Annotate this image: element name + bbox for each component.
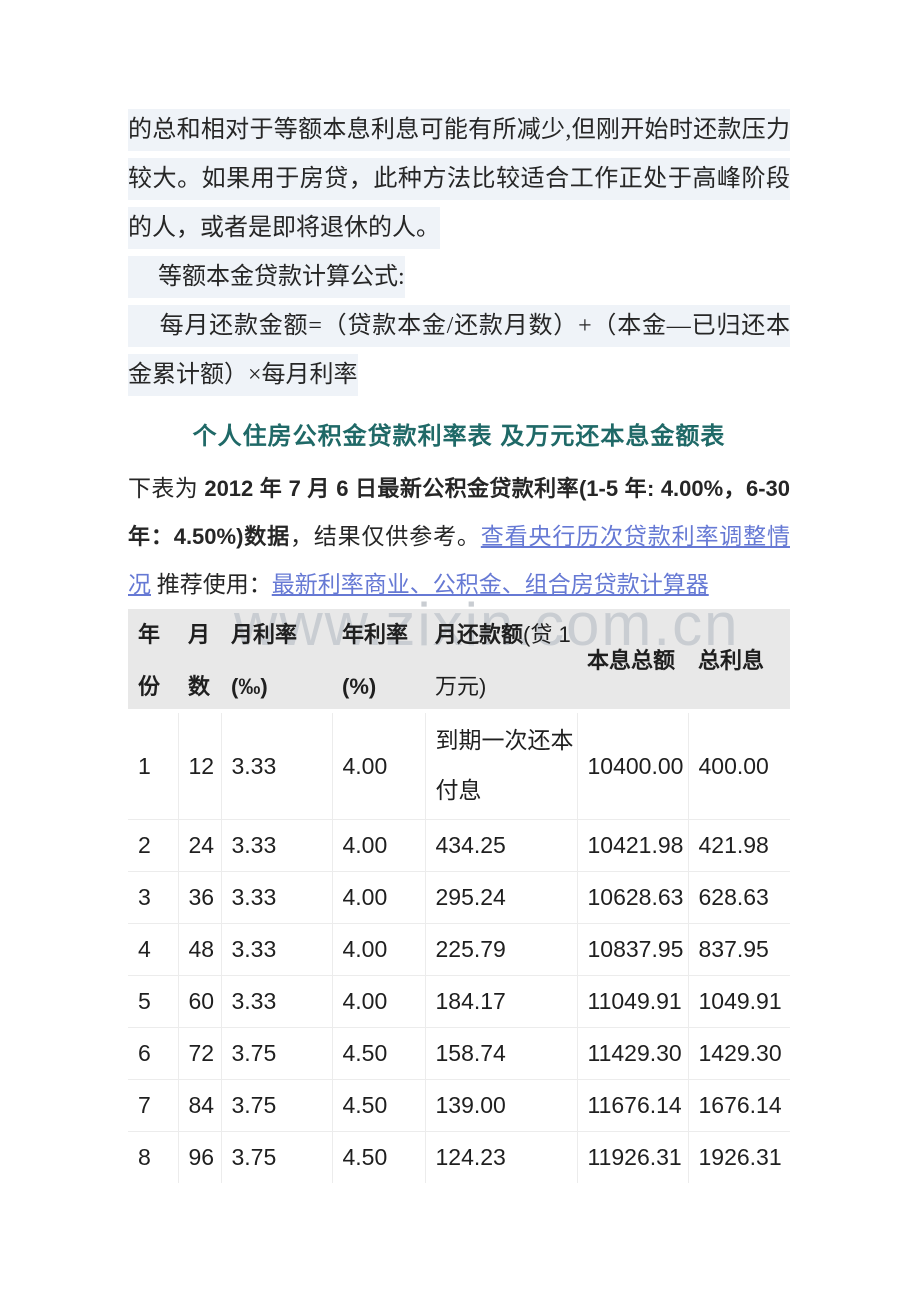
intro-prefix: 下表为 [128, 476, 205, 501]
table-header-background [128, 609, 790, 709]
table-row: 5 60 3.33 4.00 184.17 11049.91 1049.91 [128, 975, 790, 1028]
table-cell: 10400.00 [577, 713, 689, 820]
table-cell: 1429.30 [688, 1027, 790, 1080]
link-rate-adjustment-history[interactable]: 查看央行历次贷款利率调整情况 [128, 524, 790, 597]
table-cell: 4.00 [332, 975, 426, 1028]
col-header-months: 月 数 [188, 622, 211, 699]
table-cell: 1 [128, 713, 179, 820]
table-cell: 4.50 [332, 1079, 426, 1132]
table-cell: 6 [128, 1027, 179, 1080]
table-cell: 11926.31 [577, 1131, 689, 1183]
table-cell: 4.50 [332, 1027, 426, 1080]
table-cell: 3.33 [221, 713, 333, 820]
table-cell: 400.00 [688, 713, 790, 820]
table-cell: 2 [128, 819, 179, 872]
table-cell: 3.75 [221, 1079, 333, 1132]
table-cell: 124.23 [425, 1131, 578, 1183]
col-header-monthly-payment-note: (贷 1 万元) [435, 622, 571, 699]
table-cell: 1926.31 [698, 1144, 782, 1170]
table-cell: 24 [178, 819, 222, 872]
paragraph-formula-title: 等额本金贷款计算公式: [128, 253, 790, 302]
table-cell: 3.33 [221, 871, 333, 924]
table-cell: 84 [178, 1079, 222, 1132]
table-cell: 4 [128, 923, 179, 976]
intro-bold-rates: 2012 年 7 月 6 日最新公积金贷款利率(1-5 年: 4.00%，6-3… [128, 476, 791, 549]
table-cell: 4.00 [332, 713, 426, 820]
col-header-monthly-rate: 月利率 (‰) [231, 622, 298, 699]
table-cell: 11676.14 [577, 1079, 689, 1132]
table-cell: 4.00 [332, 923, 426, 976]
table-cell: 295.24 [425, 871, 578, 924]
table-cell: 96 [178, 1131, 222, 1183]
table-cell: 4.50 [332, 1131, 426, 1183]
table-cell: 225.79 [425, 923, 578, 976]
link-loan-calculator[interactable]: 最新利率商业、公积金、组合房贷款计算器 [271, 572, 709, 597]
table-cell: 11429.30 [577, 1027, 689, 1080]
intro-between: 推荐使用： [151, 572, 272, 597]
table-cell: 12 [178, 713, 222, 820]
table-cell: 158.74 [425, 1027, 578, 1080]
table-cell: 184.17 [425, 975, 578, 1028]
table-cell: 3.33 [221, 819, 333, 872]
table-cell: 4.00 [332, 871, 426, 924]
table-cell: 434.25 [425, 819, 578, 872]
table-cell: 421.98 [688, 819, 790, 872]
table-intro: 下表为 2012 年 7 月 6 日最新公积金贷款利率(1-5 年: 4.00%… [128, 465, 790, 609]
table-row: 3 36 3.33 4.00 295.24 10628.63 628.63 [128, 871, 790, 924]
table-cell: 10628.63 [577, 871, 689, 924]
table-cell: 3.33 [221, 975, 333, 1028]
table-cell: 7 [128, 1079, 179, 1132]
table-row: 4 48 3.33 4.00 225.79 10837.95 837.95 [128, 923, 790, 976]
table-cell: 628.63 [688, 871, 790, 924]
table-cell: 到期一次还本 付息 [425, 713, 578, 820]
paragraph-repayment-pressure: 的总和相对于等额本息利息可能有所减少,但刚开始时还款压力较大。如果用于房贷，此种… [128, 106, 790, 253]
table-cell: 48 [178, 923, 222, 976]
table-cell: 1676.14 [688, 1079, 790, 1132]
table-cell: 11049.91 [577, 975, 689, 1028]
section-heading: 个人住房公积金贷款利率表 及万元还本息金额表 [192, 423, 726, 450]
highlighted-text: 每月还款金额=（贷款本金/还款月数）+（本金—已归还本金累计额）×每月利率 [128, 305, 790, 396]
col-header-year: 年 份 [138, 622, 161, 699]
table-cell: 3 [128, 871, 179, 924]
rate-table-body: 1 12 3.33 4.00 到期一次还本 付息 10400.00 400.00 2 24 3.3… [128, 713, 790, 1183]
table-cell: 36 [178, 871, 222, 924]
table-cell: 5 [128, 975, 179, 1028]
intro-mid: ，结果仅供参考。 [289, 524, 481, 549]
rate-table-container: www.zixin.com.cn 年 份 月 数 月利率 (‰) 年利率 (%)… [128, 595, 790, 1183]
table-cell: 3.75 [221, 1027, 333, 1080]
table-cell: 1049.91 [688, 975, 790, 1028]
col-header-monthly-payment: 月还款额(贷 1 万元) [425, 609, 577, 713]
col-header-total-principal-interest: 本息总额 [587, 648, 676, 673]
table-cell: 139.00 [425, 1079, 578, 1132]
table-cell: 10421.98 [577, 819, 689, 872]
table-row: 1 12 3.33 4.00 到期一次还本 付息 10400.00 400.00 [128, 713, 790, 820]
table-header-row: 年 份 月 数 月利率 (‰) 年利率 (%) 月还款额(贷 1 万元) 本息总… [128, 609, 790, 713]
paragraph-formula: 每月还款金额=（贷款本金/还款月数）+（本金—已归还本金累计额）×每月利率 [128, 302, 790, 400]
table-cell: 72 [178, 1027, 222, 1080]
table-cell: 4.00 [332, 819, 426, 872]
table-row: 6 72 3.75 4.50 158.74 11429.30 1429.30 [128, 1027, 790, 1080]
highlighted-text: 的总和相对于等额本息利息可能有所减少,但刚开始时还款压力较大。如果用于房贷，此种… [128, 109, 790, 249]
table-cell: 60 [178, 975, 222, 1028]
table-row: 7 84 3.75 4.50 139.00 11676.14 1676.14 [128, 1079, 790, 1132]
col-header-annual-rate: 年利率 (%) [342, 622, 409, 699]
table-cell: 3.75 [221, 1131, 333, 1183]
table-cell: 837.95 [688, 923, 790, 976]
table-row: 2 24 3.33 4.00 434.25 10421.98 421.98 [128, 819, 790, 872]
table-cell: 3.33 [221, 923, 333, 976]
col-header-total-interest: 总利息 [698, 648, 765, 673]
table-cell: 8 [128, 1131, 179, 1183]
highlighted-text: 等额本金贷款计算公式: [128, 256, 405, 298]
col-header-monthly-payment-bold: 月还款额 [435, 622, 524, 647]
table-cell: 10837.95 [577, 923, 689, 976]
rate-table: 年 份 月 数 月利率 (‰) 年利率 (%) 月还款额(贷 1 万元) 本息总… [128, 609, 790, 1183]
table-row: 8 96 3.75 4.50 124.23 11926.31 1926.31 [128, 1131, 790, 1183]
